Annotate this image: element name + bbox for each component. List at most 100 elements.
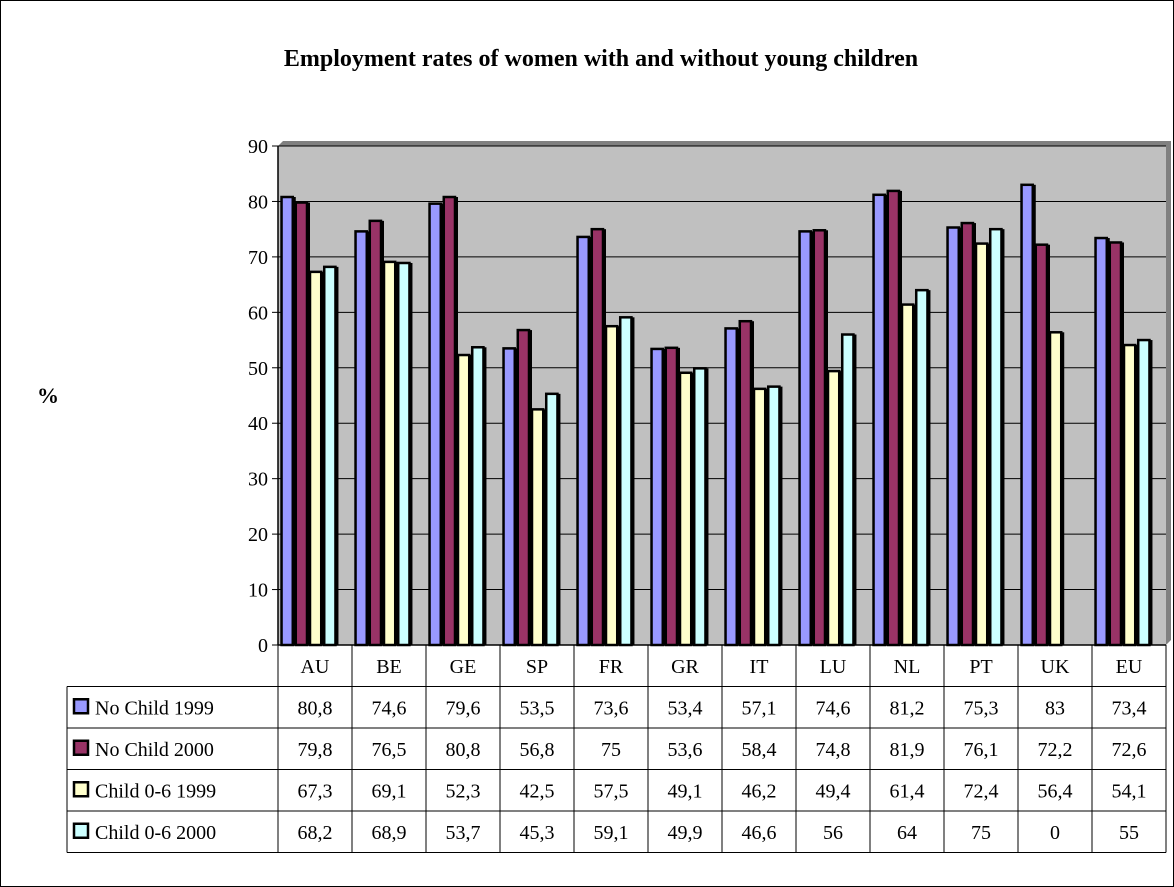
y-tick-label: 50	[248, 358, 268, 380]
data-label: 75	[601, 739, 621, 761]
data-label: 64	[897, 822, 917, 844]
bar	[544, 392, 559, 647]
y-tick-label: 10	[248, 580, 268, 602]
x-tick-label: EU	[1116, 656, 1143, 678]
data-label: 73,4	[1112, 697, 1147, 719]
bar	[456, 353, 471, 647]
bar	[576, 235, 591, 647]
data-label: 46,6	[742, 822, 777, 844]
bar	[946, 226, 961, 647]
bar	[590, 227, 605, 647]
y-tick-label: 0	[258, 635, 268, 657]
data-label: 49,1	[668, 780, 703, 802]
bar	[914, 288, 929, 647]
bar	[396, 261, 411, 647]
legend-swatch	[72, 739, 90, 756]
bar	[530, 408, 545, 647]
data-label: 57,1	[742, 697, 777, 719]
data-label: 56,8	[520, 739, 555, 761]
data-label: 45,3	[520, 822, 555, 844]
bar	[618, 316, 633, 647]
data-label: 56	[823, 822, 843, 844]
y-tick-label: 20	[248, 524, 268, 546]
legend-label: No Child 1999	[95, 697, 214, 719]
bar	[1136, 338, 1151, 647]
x-tick-label: AU	[301, 656, 330, 678]
x-tick-label: UK	[1041, 656, 1070, 678]
x-tick-label: SP	[526, 656, 548, 678]
bar	[516, 328, 531, 647]
data-label: 68,9	[372, 822, 407, 844]
data-label: 72,2	[1038, 739, 1073, 761]
bar	[872, 193, 887, 647]
bar	[308, 270, 323, 647]
bar	[368, 219, 383, 647]
data-label: 80,8	[446, 739, 481, 761]
bar	[354, 230, 369, 647]
data-label: 49,4	[816, 780, 851, 802]
data-label: 53,7	[446, 822, 481, 844]
data-label: 80,8	[298, 697, 333, 719]
data-label: 75	[971, 822, 991, 844]
bar	[738, 319, 753, 647]
bar	[1108, 241, 1123, 647]
data-label: 53,6	[668, 739, 703, 761]
bar	[1048, 331, 1063, 647]
y-axis-label: %	[37, 383, 59, 408]
data-label: 74,8	[816, 739, 851, 761]
bar	[442, 195, 457, 647]
data-label: 57,5	[594, 780, 629, 802]
bar	[428, 202, 443, 647]
bar	[470, 346, 485, 647]
y-tick-label: 60	[248, 302, 268, 324]
data-label: 54,1	[1112, 780, 1147, 802]
data-label: 79,8	[298, 739, 333, 761]
y-tick-label: 90	[248, 136, 268, 158]
data-label: 61,4	[890, 780, 925, 802]
x-tick-label: IT	[750, 656, 769, 678]
x-tick-label: GR	[671, 656, 699, 678]
data-label: 0	[1050, 822, 1060, 844]
bar	[604, 324, 619, 647]
bar	[502, 347, 517, 647]
data-label: 46,2	[742, 780, 777, 802]
bar	[812, 229, 827, 647]
data-label: 58,4	[742, 739, 777, 761]
data-label: 52,3	[446, 780, 481, 802]
y-tick-label: 30	[248, 469, 268, 491]
data-label: 76,5	[372, 739, 407, 761]
data-label: 74,6	[372, 697, 407, 719]
bar	[692, 367, 707, 647]
data-label: 73,6	[594, 697, 629, 719]
data-label: 81,2	[890, 697, 925, 719]
bar	[322, 265, 337, 647]
legend-swatch	[72, 781, 90, 798]
x-tick-label: GE	[450, 656, 477, 678]
legend-label: No Child 2000	[95, 739, 214, 761]
data-label: 53,4	[668, 697, 703, 719]
bar	[1020, 183, 1035, 647]
x-tick-label: LU	[820, 656, 847, 678]
bar	[294, 201, 309, 647]
data-label: 74,6	[816, 697, 851, 719]
data-label: 53,5	[520, 697, 555, 719]
x-tick-label: PT	[969, 656, 992, 678]
bar	[752, 387, 767, 647]
bar	[678, 371, 693, 647]
legend-label: Child 0-6 1999	[95, 780, 216, 802]
data-label: 69,1	[372, 780, 407, 802]
legend-swatch	[72, 822, 90, 839]
bar	[988, 227, 1003, 647]
legend-label: Child 0-6 2000	[95, 822, 216, 844]
bar	[766, 385, 781, 647]
x-tick-label: BE	[376, 656, 402, 678]
bar	[382, 260, 397, 647]
x-tick-label: FR	[599, 656, 624, 678]
bar	[840, 333, 855, 647]
data-label: 75,3	[964, 697, 999, 719]
data-label: 56,4	[1038, 780, 1073, 802]
data-label: 49,9	[668, 822, 703, 844]
chart-title: Employment rates of women with and witho…	[284, 46, 918, 72]
data-label: 76,1	[964, 739, 999, 761]
data-label: 68,2	[298, 822, 333, 844]
